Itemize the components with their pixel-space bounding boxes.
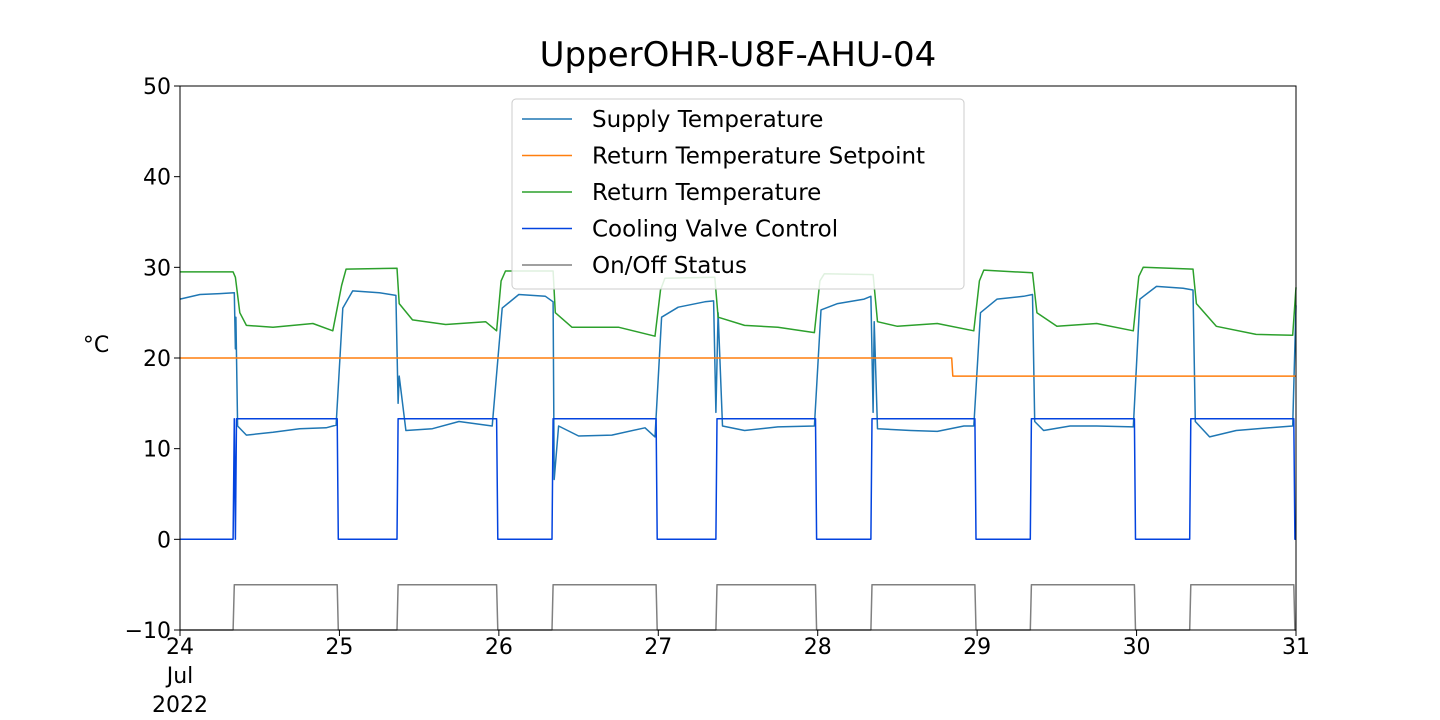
x-tick-label: 27 — [644, 635, 672, 660]
x-tick-year-label: 2022 — [152, 693, 208, 718]
x-tick-month-label: Jul — [165, 664, 194, 689]
legend-label: Supply Temperature — [592, 107, 823, 133]
chart-title: UpperOHR-U8F-AHU-04 — [540, 35, 937, 75]
series-line-2 — [180, 266, 1297, 337]
series-line-1 — [180, 357, 1296, 377]
legend-label: Cooling Valve Control — [592, 217, 838, 243]
y-tick-label: 30 — [143, 256, 171, 281]
x-tick-label: 26 — [485, 635, 513, 660]
y-tick-label: −10 — [125, 619, 171, 644]
legend-label: Return Temperature Setpoint — [592, 144, 925, 170]
y-tick-label: 50 — [143, 75, 171, 100]
x-tick-label: 25 — [325, 635, 353, 660]
x-tick-label: 29 — [963, 635, 991, 660]
x-tick-label: 30 — [1123, 635, 1151, 660]
y-axis: −10 0 10 20 30 40 50 — [125, 75, 180, 644]
y-tick-label: 40 — [143, 166, 171, 191]
legend-label: Return Temperature — [592, 180, 821, 206]
y-tick-label: 20 — [143, 347, 171, 372]
legend-label: On/Off Status — [592, 253, 747, 279]
y-tick-label: 0 — [157, 528, 171, 553]
series-layer — [179, 266, 1297, 631]
x-tick-label: 28 — [804, 635, 832, 660]
y-tick-label: 10 — [143, 438, 171, 463]
x-axis: 24 Jul 2022 25 26 27 28 29 30 31 — [152, 630, 1310, 718]
series-line-0 — [179, 285, 1297, 481]
x-tick-label: 24 — [166, 635, 194, 660]
x-tick-label: 31 — [1282, 635, 1310, 660]
series-line-3 — [180, 417, 1296, 541]
y-axis-label: °C — [83, 333, 109, 358]
legend-box — [511, 98, 965, 290]
series-line-4 — [180, 583, 1296, 631]
legend: Supply Temperature Return Temperature Set… — [511, 98, 965, 290]
